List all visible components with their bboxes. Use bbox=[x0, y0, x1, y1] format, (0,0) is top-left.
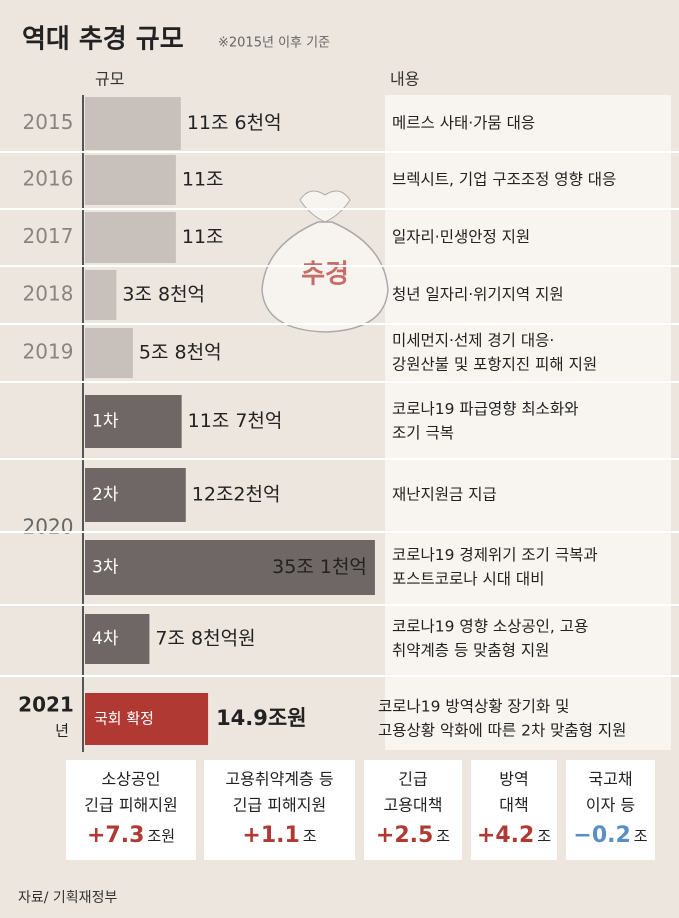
year-label: 2017 bbox=[23, 224, 74, 248]
year-label: 2020 bbox=[23, 515, 74, 539]
description: 미세먼지·선제 경기 대응· bbox=[392, 332, 554, 350]
title: 역대 추경 규모 bbox=[22, 25, 184, 55]
breakdown-amount: +2.5 조 bbox=[376, 823, 450, 848]
bar bbox=[85, 155, 176, 205]
source: 자료/ 기획재정부 bbox=[18, 890, 117, 906]
description: 강원산불 및 포항지진 피해 지원 bbox=[392, 356, 597, 374]
breakdown-label: 소상공인 bbox=[102, 770, 161, 789]
value-label: 11조 bbox=[182, 226, 224, 248]
bar-category: 2차 bbox=[92, 485, 119, 505]
money-bag: 추경 bbox=[261, 190, 389, 333]
bar bbox=[85, 468, 186, 522]
breakdown-label: 긴급 피해지원 bbox=[233, 796, 326, 815]
breakdown-unit: 조 bbox=[303, 827, 317, 845]
bar bbox=[85, 212, 176, 263]
bar-category: 3차 bbox=[92, 558, 119, 578]
value-label: 5조 8천억 bbox=[139, 342, 222, 364]
description: 청년 일자리·위기지역 지원 bbox=[392, 286, 564, 304]
bar-category: 1차 bbox=[92, 412, 119, 432]
value-label: 14.9조원 bbox=[216, 706, 306, 730]
bar-category: 4차 bbox=[92, 629, 119, 649]
year-label: 2021 bbox=[18, 693, 74, 717]
bag-label: 추경 bbox=[301, 260, 349, 290]
description: 메르스 사태·가뭄 대응 bbox=[392, 114, 535, 132]
breakdown-amount-value: −0.2 bbox=[573, 823, 630, 848]
bar bbox=[85, 270, 117, 320]
breakdown-unit: 조 bbox=[634, 827, 648, 845]
breakdown-unit: 조 bbox=[436, 827, 450, 845]
breakdown-amount-value: +1.1 bbox=[242, 823, 299, 848]
breakdown-box bbox=[566, 760, 655, 860]
description: 브렉시트, 기업 구조조정 영향 대응 bbox=[392, 171, 616, 189]
breakdown-amount-value: +7.3 bbox=[87, 823, 144, 848]
description: 코로나19 경제위기 조기 극복과 bbox=[392, 546, 598, 564]
bar bbox=[85, 97, 181, 150]
breakdown-label: 국고채 bbox=[588, 770, 632, 789]
breakdown-amount-value: +4.2 bbox=[477, 823, 534, 848]
breakdown-label: 긴급 bbox=[398, 770, 427, 789]
value-label: 11조 bbox=[182, 169, 224, 191]
description: 조기 극복 bbox=[392, 424, 454, 442]
description-panel bbox=[385, 95, 671, 750]
bar-category: 국회 확정 bbox=[94, 710, 154, 728]
note: ※2015년 이후 기준 bbox=[218, 36, 330, 51]
description: 코로나19 파급영향 최소화와 bbox=[392, 400, 578, 418]
description: 고용상황 악화에 따른 2차 맞춤형 지원 bbox=[378, 722, 626, 740]
breakdown-label: 대책 bbox=[499, 796, 528, 815]
breakdown-amount: +1.1 조 bbox=[242, 823, 316, 848]
breakdown-amount: +4.2 조 bbox=[477, 823, 551, 848]
year-label: 2018 bbox=[23, 282, 74, 306]
breakdown-unit: 조 bbox=[537, 827, 551, 845]
year-suffix: 년 bbox=[55, 722, 69, 740]
breakdown-amount: +7.3 조원 bbox=[87, 823, 175, 848]
breakdown-label: 고용대책 bbox=[384, 796, 443, 815]
description: 일자리·민생안정 지원 bbox=[392, 228, 530, 246]
value-label: 11조 6천억 bbox=[187, 112, 282, 134]
description: 코로나19 영향 소상공인, 고용 bbox=[392, 618, 588, 636]
breakdown-label: 이자 등 bbox=[586, 796, 635, 815]
value-label: 11조 7천억 bbox=[188, 410, 283, 432]
bar bbox=[85, 693, 209, 745]
value-label: 3조 8천억 bbox=[122, 284, 205, 306]
breakdown-label: 고용취약계층 등 bbox=[225, 770, 333, 789]
value-label: 7조 8천억원 bbox=[155, 628, 255, 650]
year-label: 2019 bbox=[23, 340, 74, 364]
breakdown-box bbox=[364, 760, 462, 860]
breakdown-amount: −0.2 조 bbox=[573, 823, 647, 848]
value-label: 35조 1천억 bbox=[272, 556, 367, 578]
bar bbox=[85, 395, 182, 448]
breakdown-label: 긴급 피해지원 bbox=[84, 796, 177, 815]
column-header: 내용 bbox=[390, 70, 419, 89]
description: 포스트코로나 시대 대비 bbox=[392, 570, 544, 588]
year-label: 2016 bbox=[23, 167, 74, 191]
year-label: 2015 bbox=[23, 110, 74, 134]
breakdown-unit: 조원 bbox=[147, 827, 175, 845]
description: 재난지원금 지급 bbox=[392, 486, 497, 504]
breakdown-label: 방역 bbox=[499, 770, 528, 789]
value-label: 12조2천억 bbox=[192, 484, 281, 506]
bar bbox=[85, 328, 133, 378]
description: 코로나19 방역상황 장기화 및 bbox=[378, 698, 569, 716]
bar bbox=[85, 540, 375, 595]
breakdown-amount-value: +2.5 bbox=[376, 823, 433, 848]
description: 취약계층 등 맞춤형 지원 bbox=[392, 642, 549, 660]
breakdown-box bbox=[66, 760, 196, 860]
column-header: 규모 bbox=[95, 70, 124, 89]
bar bbox=[85, 614, 150, 664]
breakdown-box bbox=[204, 760, 355, 860]
breakdown-box bbox=[471, 760, 557, 860]
